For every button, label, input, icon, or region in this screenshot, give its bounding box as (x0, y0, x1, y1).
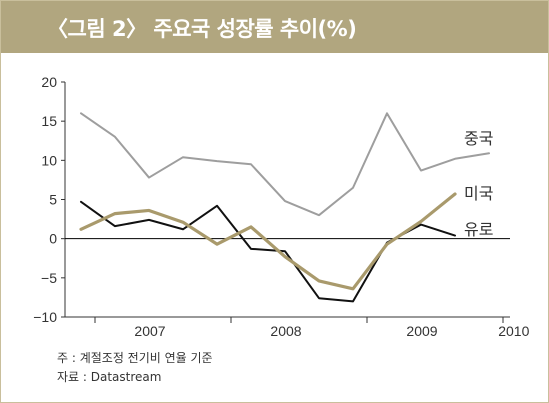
y-tick-label: 10 (41, 152, 57, 168)
y-tick-label: −5 (41, 270, 57, 286)
y-tick-label: 0 (49, 231, 57, 247)
series-line-0 (80, 112, 490, 217)
x-tick-label: 2009 (406, 323, 437, 339)
x-tick-label: 2008 (270, 323, 301, 339)
y-tick-label: 15 (41, 113, 57, 129)
series-label: 미국 (464, 184, 493, 203)
series-line-2 (80, 200, 456, 303)
series-label: 유로 (464, 220, 493, 239)
note-basis: 주 : 계절조정 전기비 연율 기준 (57, 351, 213, 365)
title-bar: 〈그림 2〉 주요국 성장률 추이(%) (1, 1, 548, 53)
y-tick-label: 5 (49, 192, 57, 208)
chart-title: 〈그림 2〉 주요국 성장률 추이(%) (47, 17, 357, 41)
chart-series (79, 112, 490, 303)
note-source: 자료 : Datastream (57, 370, 162, 384)
series-label: 중국 (464, 129, 493, 148)
y-tick-label: −10 (33, 309, 57, 325)
series-line-1 (79, 192, 457, 291)
chart-axes: 20 15 10 5 0 −5 −10 2007 2008 2009 2010 (33, 74, 529, 339)
x-tick-label: 2007 (134, 323, 165, 339)
chart-notes: 주 : 계절조정 전기비 연율 기준 자료 : Datastream (57, 349, 213, 387)
x-tick-label: 2010 (498, 323, 529, 339)
y-tick-label: 20 (41, 74, 57, 90)
